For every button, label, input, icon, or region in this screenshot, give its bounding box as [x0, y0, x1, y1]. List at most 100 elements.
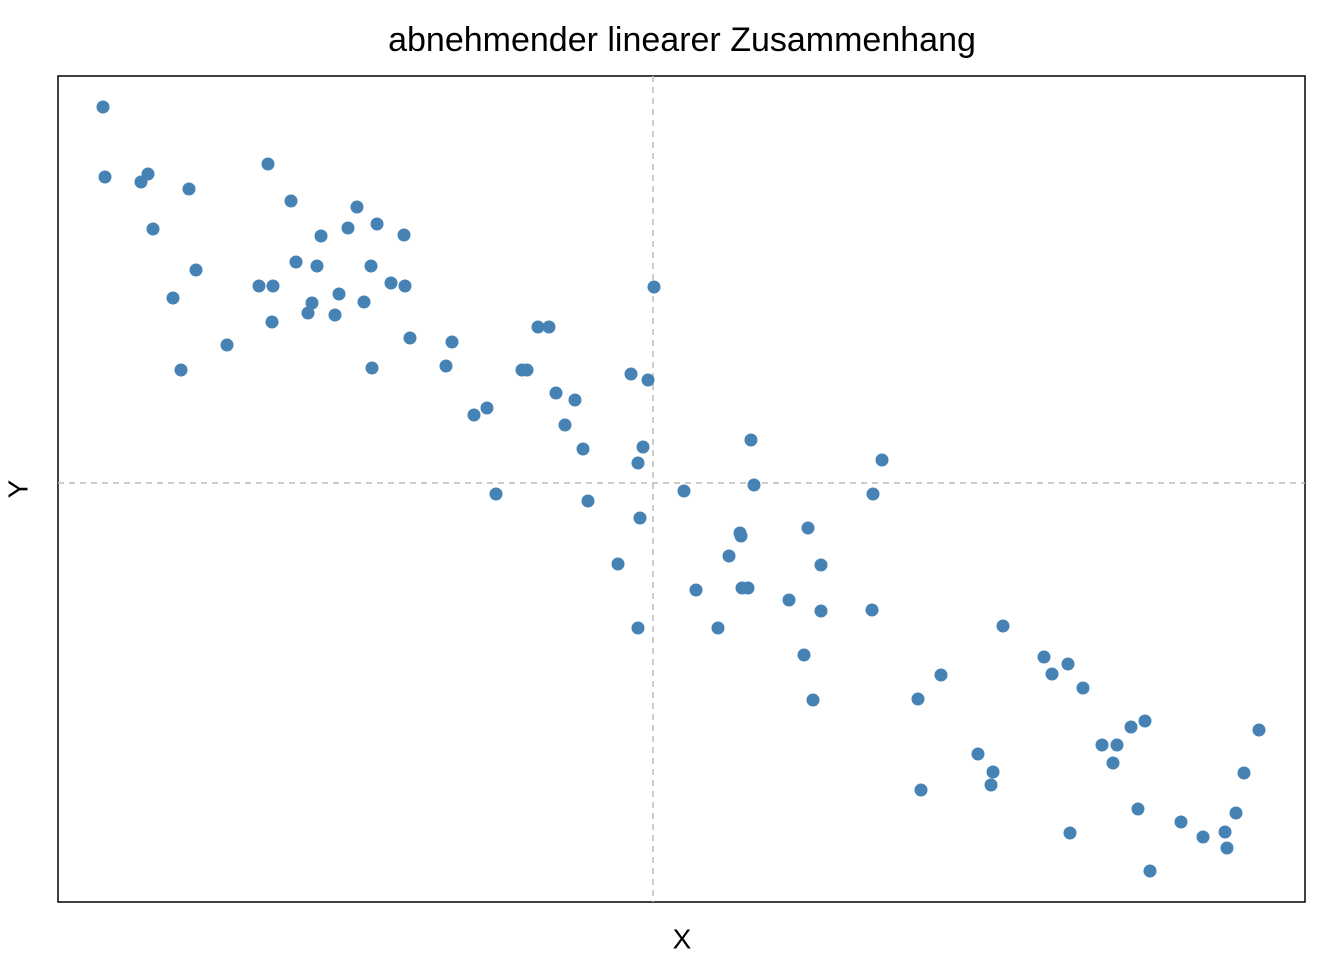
- point: [261, 157, 275, 171]
- point: [971, 747, 985, 761]
- point: [568, 393, 582, 407]
- point: [801, 521, 815, 535]
- point: [1063, 826, 1077, 840]
- point: [576, 442, 590, 456]
- point: [174, 363, 188, 377]
- point: [914, 783, 928, 797]
- point: [384, 276, 398, 290]
- point: [489, 487, 503, 501]
- y-axis-label: Y: [2, 479, 33, 498]
- point: [310, 259, 324, 273]
- point: [166, 291, 180, 305]
- point: [182, 182, 196, 196]
- point: [305, 296, 319, 310]
- point: [647, 280, 661, 294]
- point: [814, 558, 828, 572]
- point: [865, 603, 879, 617]
- point: [265, 315, 279, 329]
- point: [146, 222, 160, 236]
- point: [984, 778, 998, 792]
- point: [397, 228, 411, 242]
- point: [636, 440, 650, 454]
- point: [220, 338, 234, 352]
- point: [1220, 841, 1234, 855]
- point: [1174, 815, 1188, 829]
- point: [332, 287, 346, 301]
- point: [328, 308, 342, 322]
- point: [677, 484, 691, 498]
- point: [722, 549, 736, 563]
- point: [252, 279, 266, 293]
- point: [814, 604, 828, 618]
- point: [806, 693, 820, 707]
- point: [314, 229, 328, 243]
- point: [467, 408, 481, 422]
- point: [711, 621, 725, 635]
- point: [797, 648, 811, 662]
- point: [581, 494, 595, 508]
- point: [439, 359, 453, 373]
- point: [542, 320, 556, 334]
- point: [350, 200, 364, 214]
- point: [1037, 650, 1051, 664]
- point: [986, 765, 1000, 779]
- point: [357, 295, 371, 309]
- point: [370, 217, 384, 231]
- point: [520, 363, 534, 377]
- plot-frame: [57, 75, 1306, 903]
- point: [747, 478, 761, 492]
- point: [549, 386, 563, 400]
- point: [189, 263, 203, 277]
- point: [624, 367, 638, 381]
- point: [611, 557, 625, 571]
- point: [1196, 830, 1210, 844]
- point: [1061, 657, 1075, 671]
- point: [1237, 766, 1251, 780]
- point: [866, 487, 880, 501]
- point: [911, 692, 925, 706]
- point: [141, 167, 155, 181]
- point: [398, 279, 412, 293]
- point: [531, 320, 545, 334]
- point: [289, 255, 303, 269]
- point: [631, 621, 645, 635]
- point: [558, 418, 572, 432]
- point: [1138, 714, 1152, 728]
- point: [1110, 738, 1124, 752]
- point: [1045, 667, 1059, 681]
- point: [996, 619, 1010, 633]
- point: [365, 361, 379, 375]
- point: [284, 194, 298, 208]
- point: [341, 221, 355, 235]
- point: [1124, 720, 1138, 734]
- point: [641, 373, 655, 387]
- point: [734, 529, 748, 543]
- point: [875, 453, 889, 467]
- point: [480, 401, 494, 415]
- point: [631, 456, 645, 470]
- point: [403, 331, 417, 345]
- x-axis-label: X: [673, 923, 692, 954]
- point: [934, 668, 948, 682]
- point: [301, 306, 315, 320]
- point: [1252, 723, 1266, 737]
- point: [1218, 825, 1232, 839]
- point: [741, 581, 755, 595]
- point: [782, 593, 796, 607]
- point: [98, 170, 112, 184]
- point: [633, 511, 647, 525]
- point: [445, 335, 459, 349]
- point: [364, 259, 378, 273]
- point: [744, 433, 758, 447]
- point: [96, 100, 110, 114]
- point: [1131, 802, 1145, 816]
- point: [266, 279, 280, 293]
- point: [1076, 681, 1090, 695]
- point: [1106, 756, 1120, 770]
- point: [1095, 738, 1109, 752]
- point: [689, 583, 703, 597]
- point: [1229, 806, 1243, 820]
- point: [1143, 864, 1157, 878]
